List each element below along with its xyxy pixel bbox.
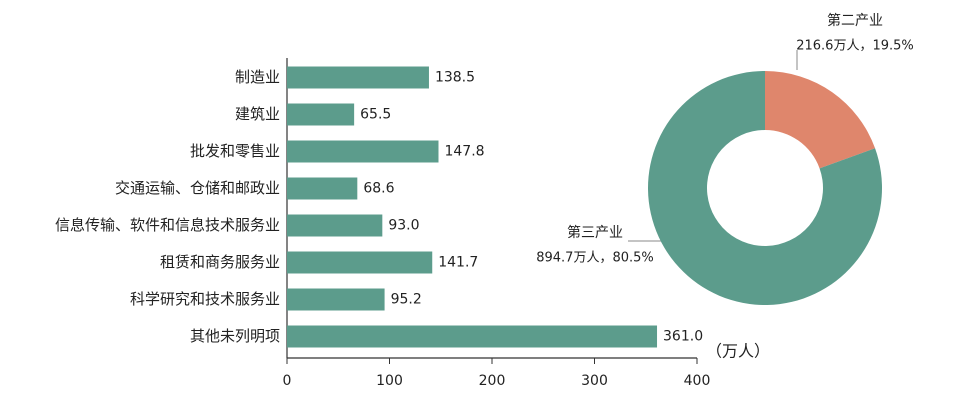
y-tick-label: 批发和零售业 (190, 142, 280, 160)
y-tick-label: 租赁和商务服务业 (160, 253, 280, 271)
bar (287, 177, 358, 200)
y-tick-label: 科学研究和技术服务业 (130, 290, 280, 308)
bar (287, 140, 439, 163)
value-label: 93.0 (388, 218, 419, 234)
y-tick-label: 交通运输、仓储和邮政业 (115, 179, 280, 197)
x-tick-label: 400 (684, 373, 711, 389)
x-tick-label: 300 (581, 373, 608, 389)
y-tick-label: 其他未列明项 (190, 327, 280, 345)
slice-label: 第二产业 (827, 12, 883, 29)
value-label: 65.5 (360, 107, 391, 123)
slice-value-label: 894.7万人，80.5% (536, 251, 654, 266)
value-label: 141.7 (438, 255, 478, 271)
x-tick-label: 0 (283, 373, 292, 389)
x-tick-label: 200 (479, 373, 506, 389)
bar (287, 66, 429, 89)
value-label: 147.8 (444, 144, 484, 160)
value-label: 361.0 (663, 329, 703, 345)
bar (287, 103, 355, 126)
donut-slice (648, 71, 882, 305)
bar (287, 288, 385, 311)
value-label: 95.2 (391, 292, 422, 308)
bar (287, 214, 383, 237)
slice-label: 第三产业 (567, 224, 623, 241)
y-tick-label: 制造业 (235, 68, 280, 86)
y-tick-label: 建筑业 (235, 105, 280, 123)
x-tick-label: 100 (376, 373, 403, 389)
value-label: 68.6 (363, 181, 394, 197)
slice-value-label: 216.6万人，19.5% (796, 39, 914, 54)
value-label: 138.5 (435, 70, 475, 86)
donut-slice (765, 71, 876, 169)
bar (287, 251, 433, 274)
unit-label: （万人） (706, 342, 770, 361)
y-tick-label: 信息传输、软件和信息技术服务业 (55, 216, 280, 234)
bar (287, 325, 658, 348)
